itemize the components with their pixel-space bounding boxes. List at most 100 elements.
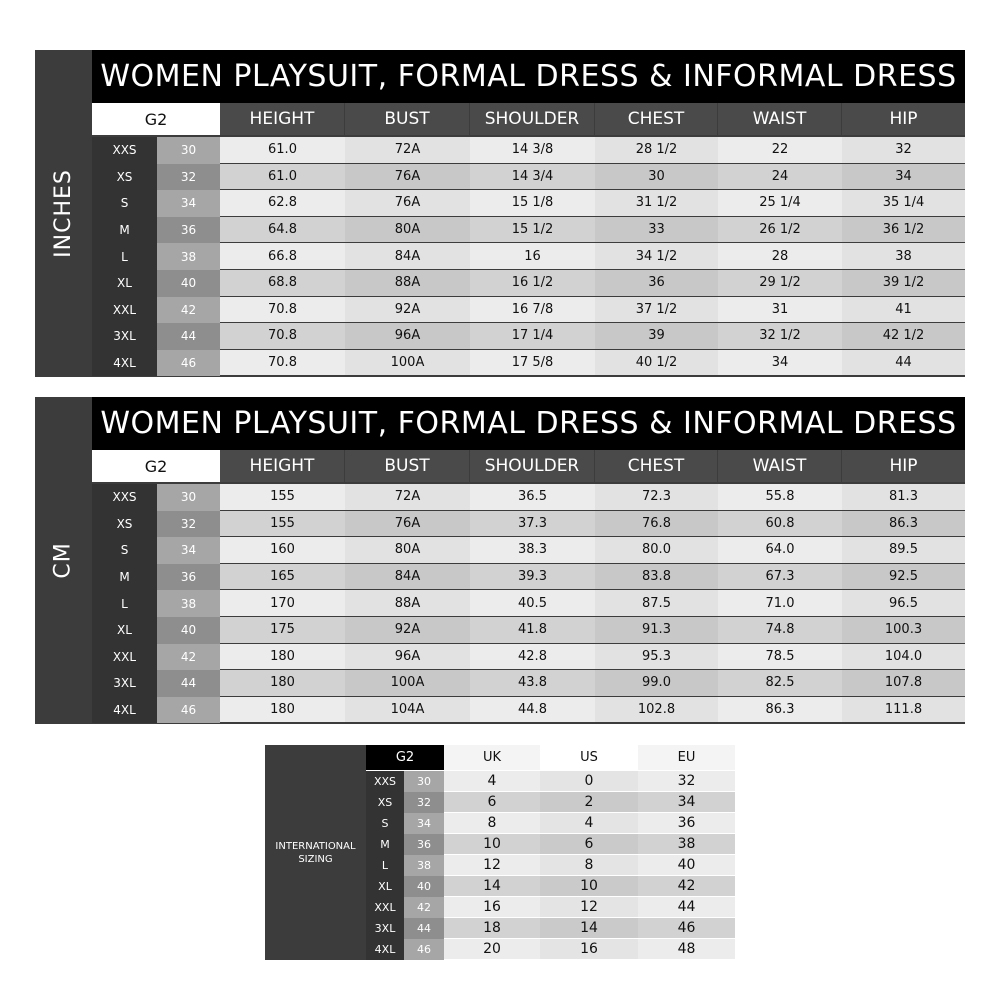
inches-table-cell: 14 3/8 bbox=[470, 137, 595, 163]
inches-table-cell: 31 1/2 bbox=[595, 190, 718, 216]
inches-table-cell: 25 1/4 bbox=[718, 190, 842, 216]
international-table-cell: 20 bbox=[444, 939, 540, 959]
cm-table-cell: 100.3 bbox=[842, 617, 965, 643]
inches-table-cell: 70.8 bbox=[220, 349, 345, 376]
cm-table-cell: 92A bbox=[345, 617, 470, 643]
international-table-cell: 6 bbox=[444, 792, 540, 812]
international-table-cell: 10 bbox=[540, 876, 638, 896]
cm-column-header: BUST bbox=[345, 450, 469, 482]
international-column-header: EU bbox=[638, 745, 735, 770]
cm-table-cell: 104.0 bbox=[842, 643, 965, 670]
inches-table-cell: 70.8 bbox=[220, 323, 345, 349]
inches-table-cell: 39 1/2 bbox=[842, 270, 965, 296]
cm-table-cell: 92.5 bbox=[842, 563, 965, 590]
inches-table-cell: 32 bbox=[842, 137, 965, 163]
international-table-cell: 4 bbox=[444, 771, 540, 791]
inches-table-cell: 66.8 bbox=[220, 243, 345, 269]
inches-table-cell: 42 1/2 bbox=[842, 323, 965, 349]
international-size-number: 34 bbox=[404, 813, 444, 834]
cm-table-cell: 72A bbox=[345, 484, 470, 510]
inches-table-cell: 16 1/2 bbox=[470, 270, 595, 296]
inches-size-number: 42 bbox=[157, 296, 220, 324]
international-size-label: XXL bbox=[366, 897, 404, 918]
inches-table-cell: 15 1/2 bbox=[470, 216, 595, 243]
cm-size-label: 4XL bbox=[92, 696, 157, 724]
inches-table-cell: 28 1/2 bbox=[595, 137, 718, 163]
inches-size-number: 44 bbox=[157, 323, 220, 350]
international-table-cell: 36 bbox=[638, 813, 735, 833]
inches-column-header: BUST bbox=[345, 103, 469, 135]
cm-table-cell: 74.8 bbox=[718, 617, 842, 643]
inches-table-cell: 32 1/2 bbox=[718, 323, 842, 349]
inches-table-cell: 24 bbox=[718, 163, 842, 190]
cm-table-cell: 160 bbox=[220, 537, 345, 563]
inches-size-number: 46 bbox=[157, 349, 220, 377]
international-size-number: 42 bbox=[404, 897, 444, 918]
cm-size-number: 42 bbox=[157, 643, 220, 671]
international-table-cell: 10 bbox=[444, 834, 540, 854]
inches-table-cell: 28 bbox=[718, 243, 842, 269]
international-table-cell: 16 bbox=[540, 939, 638, 959]
inches-column-header: SHOULDER bbox=[470, 103, 594, 135]
international-table-cell: 48 bbox=[638, 939, 735, 959]
cm-table-cell: 86.3 bbox=[718, 696, 842, 723]
inches-table-cell: 17 1/4 bbox=[470, 323, 595, 349]
cm-table-cell: 88A bbox=[345, 590, 470, 616]
cm-size-label: XXL bbox=[92, 643, 157, 671]
inches-column-header: HEIGHT bbox=[220, 103, 344, 135]
cm-table-cell: 175 bbox=[220, 617, 345, 643]
international-table-cell: 46 bbox=[638, 918, 735, 938]
inches-table-cell: 33 bbox=[595, 216, 718, 243]
inches-size-number: 32 bbox=[157, 163, 220, 191]
cm-table-cell: 80A bbox=[345, 537, 470, 563]
international-size-number: 44 bbox=[404, 918, 444, 939]
inches-column-header: WAIST bbox=[718, 103, 841, 135]
cm-table-cell: 99.0 bbox=[595, 670, 718, 696]
cm-size-number: 40 bbox=[157, 617, 220, 644]
cm-table-cell: 155 bbox=[220, 510, 345, 537]
international-size-label: 3XL bbox=[366, 918, 404, 939]
international-column-header: US bbox=[540, 745, 638, 770]
inches-size-label: 4XL bbox=[92, 349, 157, 377]
cm-table-cell: 100A bbox=[345, 670, 470, 696]
cm-size-number: 34 bbox=[157, 537, 220, 564]
international-size-label: XL bbox=[366, 876, 404, 897]
international-size-number: 38 bbox=[404, 855, 444, 876]
cm-table-cell: 86.3 bbox=[842, 510, 965, 537]
international-table-cell: 18 bbox=[444, 918, 540, 938]
cm-size-label: L bbox=[92, 590, 157, 617]
cm-side-label: CM bbox=[35, 397, 92, 724]
inches-table-cell: 26 1/2 bbox=[718, 216, 842, 243]
international-table-cell: 40 bbox=[638, 855, 735, 875]
inches-size-label: XXL bbox=[92, 296, 157, 324]
cm-table-cell: 72.3 bbox=[595, 484, 718, 510]
inches-table-cell: 15 1/8 bbox=[470, 190, 595, 216]
inches-column-header: HIP bbox=[842, 103, 965, 135]
side-label-text: INTERNATIONAL SIZING bbox=[275, 840, 356, 865]
cm-table-cell: 96.5 bbox=[842, 590, 965, 616]
cm-table-cell: 78.5 bbox=[718, 643, 842, 670]
inches-table-cell: 22 bbox=[718, 137, 842, 163]
cm-table-cell: 44.8 bbox=[470, 696, 595, 723]
cm-table-cell: 76.8 bbox=[595, 510, 718, 537]
inches-table-cell: 61.0 bbox=[220, 163, 345, 190]
cm-table-cell: 95.3 bbox=[595, 643, 718, 670]
inches-table-cell: 76A bbox=[345, 190, 470, 216]
international-table-cell: 6 bbox=[540, 834, 638, 854]
international-table-cell: 4 bbox=[540, 813, 638, 833]
side-label-text: CM bbox=[51, 542, 76, 579]
international-size-label: M bbox=[366, 834, 404, 855]
cm-size-number: 46 bbox=[157, 696, 220, 724]
inches-table-cell: 61.0 bbox=[220, 137, 345, 163]
cm-table-cell: 155 bbox=[220, 484, 345, 510]
inches-table-cell: 68.8 bbox=[220, 270, 345, 296]
cm-table-cell: 39.3 bbox=[470, 563, 595, 590]
cm-column-header: WAIST bbox=[718, 450, 841, 482]
inches-g2-header: G2 bbox=[92, 103, 220, 135]
cm-size-number: 30 bbox=[157, 484, 220, 511]
international-side-label: INTERNATIONAL SIZING bbox=[265, 745, 366, 960]
cm-size-label: XXS bbox=[92, 484, 157, 511]
international-size-label: L bbox=[366, 855, 404, 876]
inches-size-label: XS bbox=[92, 163, 157, 191]
cm-column-header: SHOULDER bbox=[470, 450, 594, 482]
